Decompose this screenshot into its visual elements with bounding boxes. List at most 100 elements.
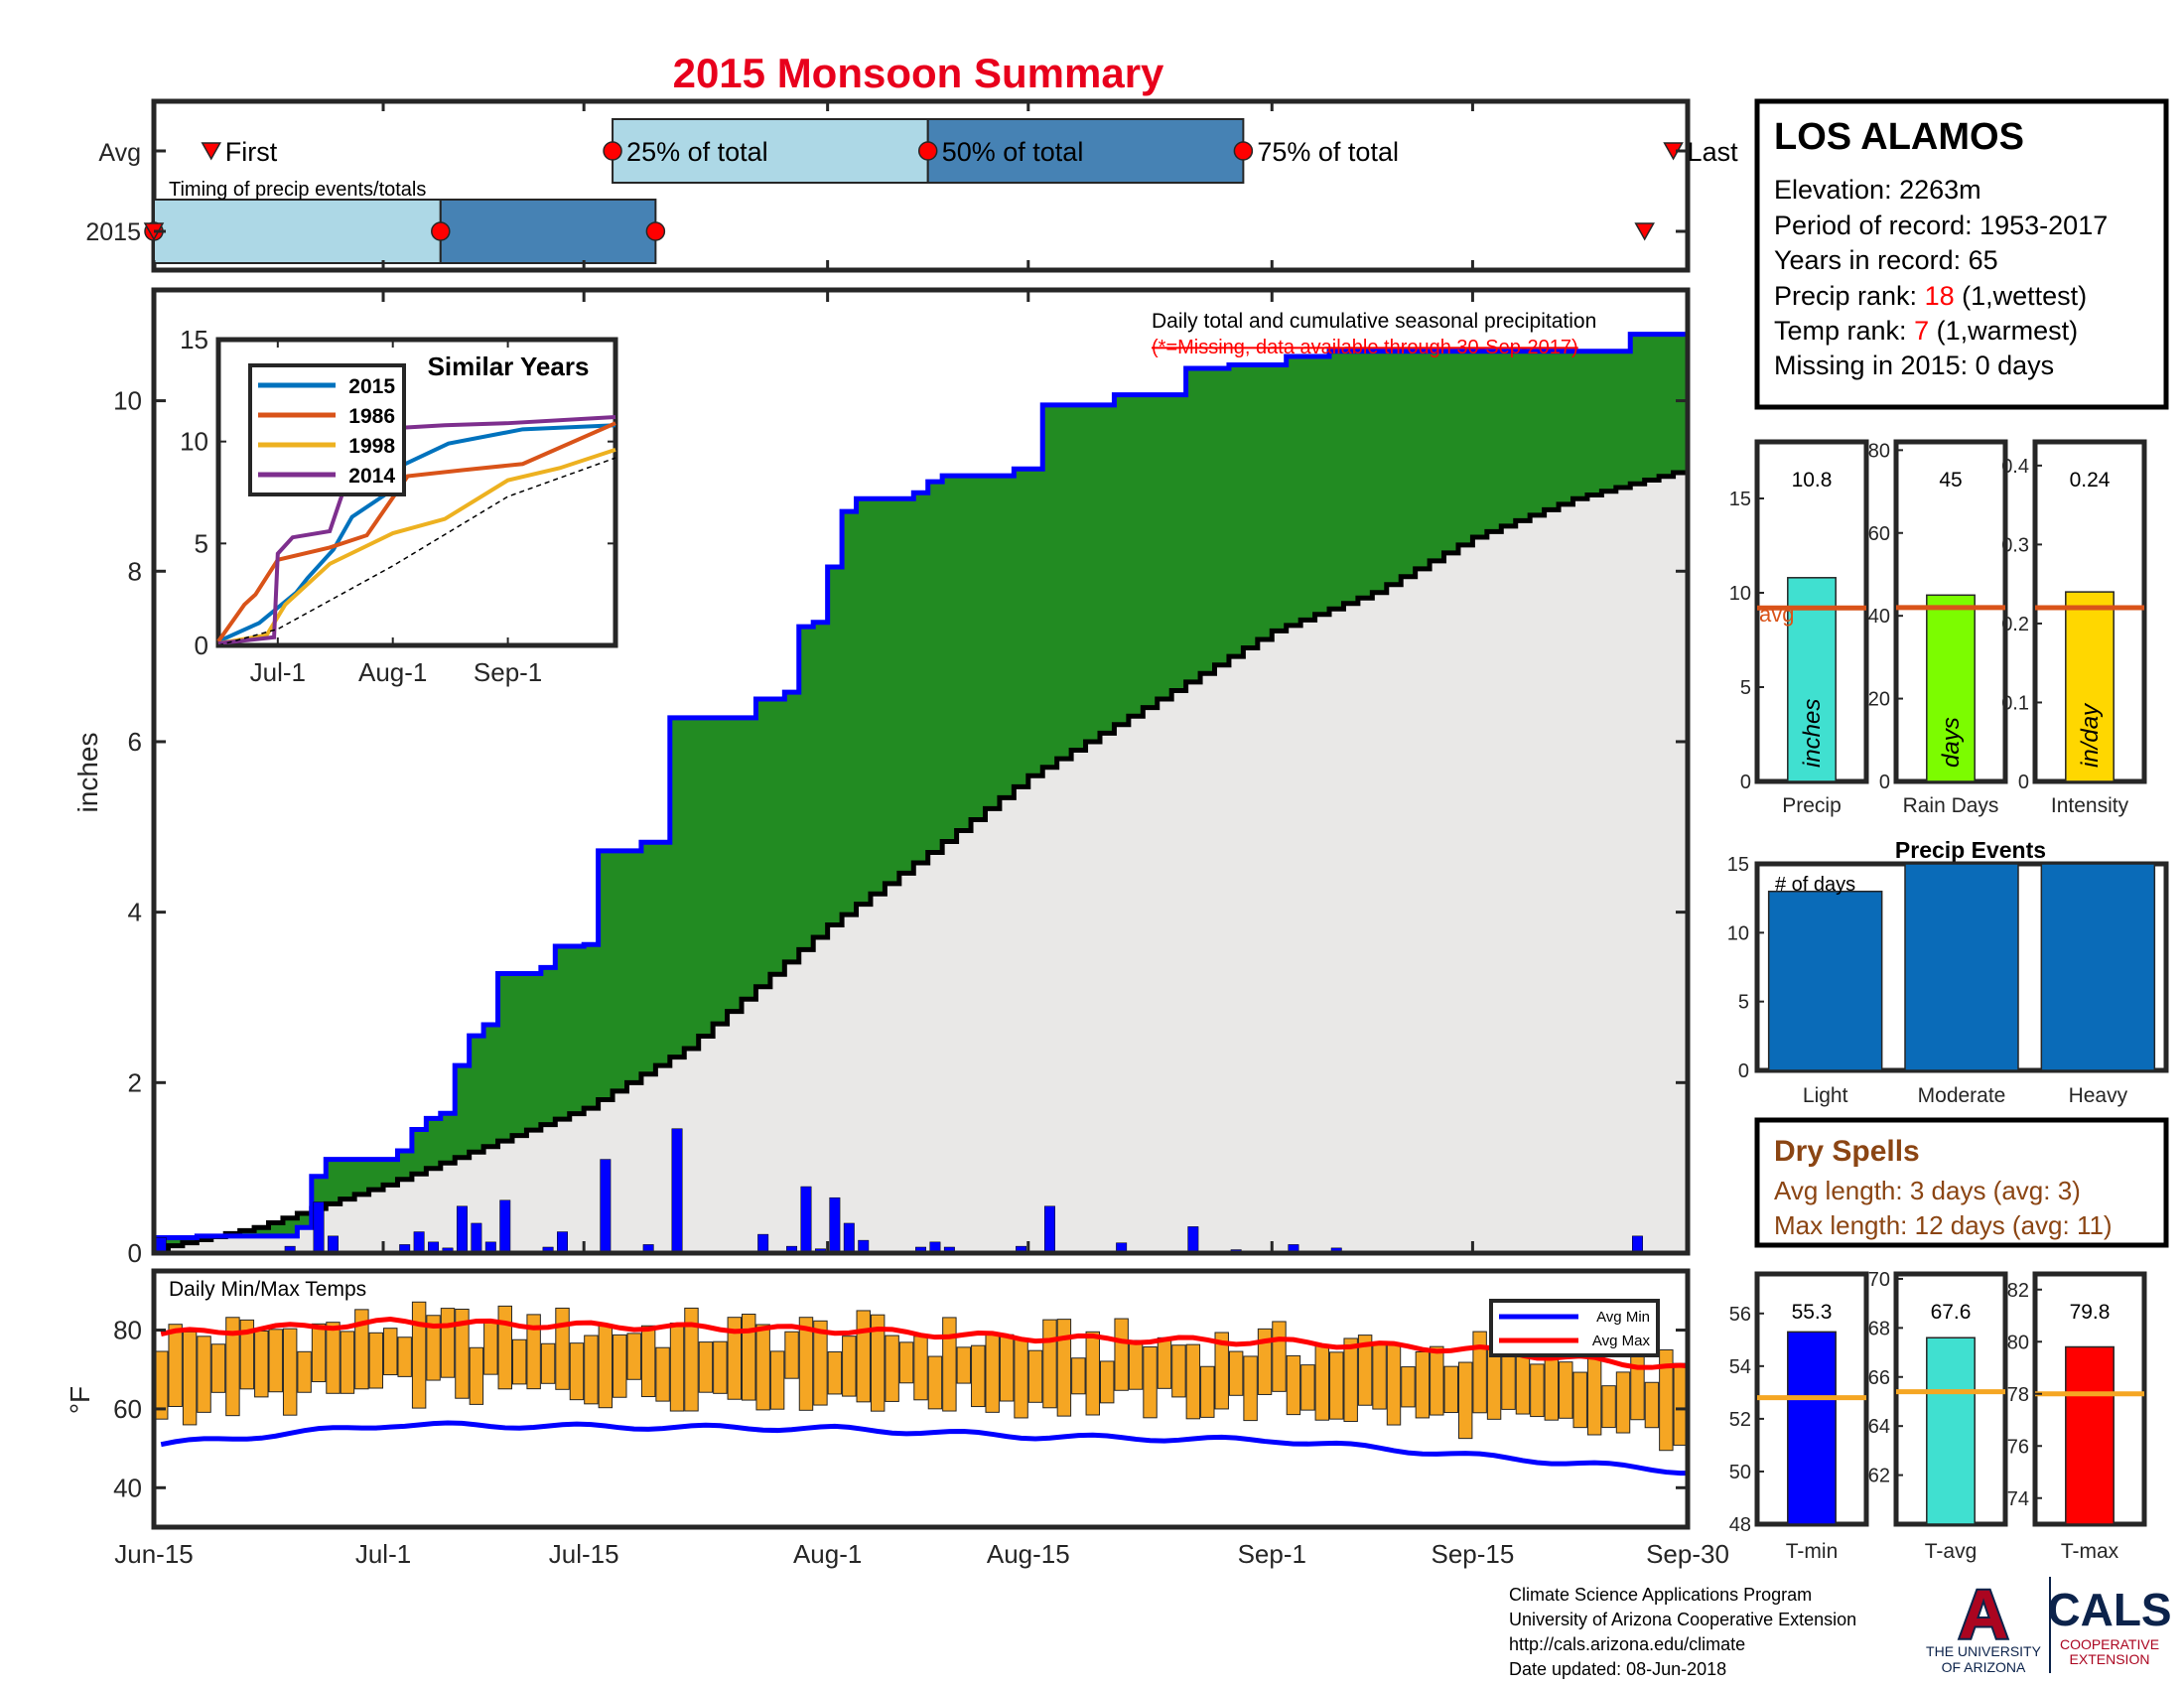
- avg-min-line: [160, 1420, 1688, 1477]
- stat-value: 10.8: [1792, 469, 1833, 492]
- daily-temp-bar: [598, 1325, 614, 1409]
- daily-temp-bar: [1114, 1318, 1129, 1391]
- daily-temp-bar: [1329, 1351, 1344, 1420]
- stat-bar: [1787, 1331, 1837, 1525]
- daily-precip-bar: [843, 1222, 855, 1253]
- daily-temp-bar: [913, 1336, 928, 1401]
- stat-ytick-label: 80: [2007, 1332, 2029, 1353]
- stat-ytick-label: 68: [1868, 1318, 1890, 1339]
- daily-temp-bar: [282, 1328, 298, 1416]
- stat-ytick-label: 0: [2018, 772, 2029, 793]
- events-ytick-label: 10: [1727, 922, 1749, 944]
- footer-line3: http://cals.arizona.edu/climate: [1509, 1634, 1745, 1654]
- date-axis-label: Jun-15: [114, 1539, 194, 1569]
- daily-temp-bar: [326, 1322, 341, 1394]
- stat-panel: 55.3 T-min 48 50 52 54 56: [1729, 1271, 1869, 1563]
- daily-temp-bar: [1171, 1344, 1186, 1398]
- station-years: Years in record: 65: [1774, 245, 1998, 275]
- daily-temp-bar: [885, 1335, 899, 1402]
- stat-ytick-label: 76: [2007, 1436, 2029, 1458]
- inset-ytick-label: 15: [180, 325, 208, 354]
- precip-events-chart: Precip Events Light Moderate Heavy 0 5 10 15 #…: [1727, 837, 2169, 1107]
- daily-precip-bar: [499, 1199, 511, 1253]
- stat-ytick-label: 80: [1868, 440, 1890, 462]
- stat-ytick-label: 40: [1868, 606, 1890, 628]
- stat-bar: [1787, 577, 1837, 782]
- daily-temp-bar: [956, 1346, 972, 1384]
- timing-avg-label: Avg: [98, 139, 141, 167]
- stat-panel: 67.6 T-avg 62 64 66 68 70: [1868, 1269, 2008, 1563]
- daily-precip-bar: [542, 1246, 554, 1253]
- dry-spells-title: Dry Spells: [1774, 1135, 1920, 1168]
- year-25-50-box: [153, 199, 442, 264]
- date-axis-label: Sep-15: [1431, 1539, 1514, 1569]
- daily-temp-bar: [1014, 1338, 1028, 1419]
- daily-temp-bar: [440, 1308, 456, 1378]
- daily-temp-bar: [254, 1331, 269, 1398]
- stat-value: 79.8: [2070, 1301, 2111, 1324]
- inset-legend-label: 2015: [348, 375, 395, 398]
- daily-precip-bar: [671, 1128, 683, 1253]
- daily-temp-bar: [985, 1333, 1000, 1413]
- daily-temp-bar: [1601, 1385, 1616, 1429]
- date-axis-label: Sep-30: [1646, 1539, 1729, 1569]
- daily-temp-bar: [1257, 1328, 1273, 1395]
- stat-ytick-label: 0.1: [2001, 692, 2029, 714]
- footer-line4: Date updated: 08-Jun-2018: [1509, 1659, 1726, 1679]
- stat-label: T-max: [2061, 1540, 2119, 1563]
- daily-temp-bar: [1214, 1332, 1229, 1410]
- station-temp-rank: Temp rank: 7 (1,warmest): [1774, 316, 2078, 346]
- footer-line2: University of Arizona Cooperative Extens…: [1509, 1610, 1856, 1629]
- precip-ytick-label: 4: [128, 898, 142, 927]
- daily-temp-bar: [1071, 1357, 1086, 1395]
- daily-temp-bar: [655, 1346, 670, 1402]
- daily-temp-bar: [613, 1334, 627, 1398]
- daily-precip-bar: [1631, 1235, 1643, 1253]
- daily-temp-bar: [684, 1307, 699, 1412]
- daily-temp-bar: [1630, 1347, 1645, 1421]
- daily-temp-bar: [798, 1317, 814, 1411]
- stat-ytick-label: 20: [1868, 689, 1890, 711]
- inset-legend-label: 1998: [348, 435, 395, 458]
- daily-temp-bar: [426, 1315, 441, 1381]
- p75-label: 75% of total: [1257, 137, 1399, 167]
- station-info: LOS ALAMOS Elevation: 2263m Period of re…: [1754, 98, 2169, 410]
- daily-temp-bar: [1228, 1350, 1244, 1396]
- daily-temp-bar: [1042, 1319, 1057, 1409]
- daily-temp-bar: [569, 1342, 585, 1401]
- inset-ytick-label: 0: [195, 631, 208, 660]
- ua-logo: A THE UNIVERSITY OF ARIZONA: [1926, 1574, 2042, 1675]
- daily-temp-bar: [1457, 1361, 1473, 1440]
- events-title: Precip Events: [1895, 837, 2046, 863]
- stat-bar: [2065, 1345, 2115, 1525]
- inset-legend-label: 1986: [348, 405, 395, 428]
- daily-temp-bar: [640, 1325, 656, 1398]
- inset-ytick-label: 10: [180, 427, 208, 457]
- date-axis-label: Sep-1: [1238, 1539, 1306, 1569]
- daily-temp-bar: [168, 1324, 183, 1407]
- ua-logo-line1: THE UNIVERSITY: [1926, 1643, 2042, 1659]
- stat-ytick-label: 10: [1729, 583, 1751, 605]
- stat-ytick-label: 64: [1868, 1416, 1890, 1438]
- temp-bars: 55.3 T-min 48 50 52 54 56 67.6 T-avg 62 64 66 68 70 79…: [1729, 1269, 2147, 1563]
- stat-label: Precip: [1782, 794, 1842, 817]
- daily-temp-bar: [784, 1331, 799, 1379]
- daily-precip-bar: [1330, 1247, 1342, 1253]
- year-50-marker: [431, 221, 451, 241]
- date-axis-label: Jul-1: [355, 1539, 411, 1569]
- date-axis-label: Aug-15: [987, 1539, 1070, 1569]
- daily-temp-bar: [497, 1305, 512, 1390]
- daily-precip-bar: [442, 1247, 454, 1253]
- daily-precip-bar: [328, 1235, 339, 1253]
- station-missing: Missing in 2015: 0 days: [1774, 351, 2054, 380]
- stat-ytick-label: 0.4: [2001, 456, 2029, 478]
- event-category-label: Light: [1803, 1084, 1848, 1107]
- events-ytick-label: 0: [1738, 1060, 1749, 1082]
- daily-temp-bar: [383, 1328, 398, 1376]
- daily-precip-bar: [800, 1186, 812, 1253]
- daily-temp-bar: [182, 1331, 198, 1426]
- daily-temp-bar: [1343, 1337, 1358, 1423]
- stat-label: Intensity: [2051, 794, 2129, 817]
- daily-temp-bar: [870, 1314, 886, 1412]
- dry-spells-max: Max length: 12 days (avg: 11): [1774, 1210, 2113, 1240]
